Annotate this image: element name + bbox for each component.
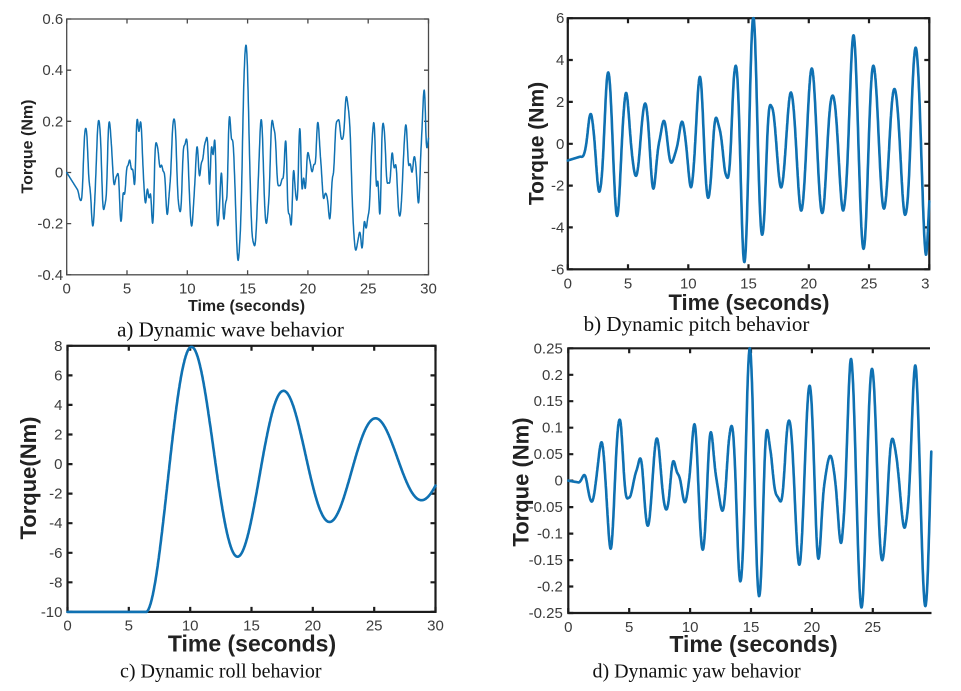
svg-text:20: 20 bbox=[300, 281, 317, 298]
svg-text:5: 5 bbox=[123, 281, 131, 298]
svg-text:a) Dynamic wave behavior: a) Dynamic wave behavior bbox=[117, 318, 344, 342]
svg-text:15: 15 bbox=[743, 619, 760, 636]
svg-text:Time (seconds): Time (seconds) bbox=[669, 290, 830, 315]
svg-text:d) Dynamic yaw behavior: d) Dynamic yaw behavior bbox=[592, 661, 801, 683]
svg-text:-0.05: -0.05 bbox=[529, 499, 563, 516]
svg-text:0: 0 bbox=[63, 618, 71, 635]
svg-text:5: 5 bbox=[125, 618, 133, 635]
svg-text:-2: -2 bbox=[551, 178, 564, 195]
svg-text:5: 5 bbox=[624, 276, 632, 293]
svg-text:0: 0 bbox=[556, 136, 564, 153]
svg-text:-2: -2 bbox=[49, 486, 62, 503]
svg-text:-6: -6 bbox=[49, 545, 62, 562]
svg-text:-10: -10 bbox=[41, 604, 63, 621]
svg-text:0.4: 0.4 bbox=[42, 62, 63, 79]
svg-text:0: 0 bbox=[564, 276, 572, 293]
svg-text:-4: -4 bbox=[49, 515, 62, 532]
svg-text:c) Dynamic roll behavior: c) Dynamic roll behavior bbox=[120, 660, 322, 682]
svg-text:2: 2 bbox=[556, 94, 564, 111]
svg-text:10: 10 bbox=[682, 619, 699, 636]
svg-text:-0.2: -0.2 bbox=[37, 216, 63, 233]
svg-text:Torque(Nm): Torque(Nm) bbox=[16, 416, 41, 539]
svg-text:4: 4 bbox=[54, 397, 62, 414]
svg-text:10: 10 bbox=[182, 618, 199, 635]
svg-text:-0.25: -0.25 bbox=[529, 605, 563, 622]
svg-text:10: 10 bbox=[680, 276, 697, 293]
svg-text:-0.4: -0.4 bbox=[37, 267, 63, 284]
svg-text:0.25: 0.25 bbox=[534, 340, 563, 357]
svg-text:Time (seconds): Time (seconds) bbox=[188, 298, 305, 315]
svg-text:-0.1: -0.1 bbox=[537, 526, 563, 543]
svg-text:0.15: 0.15 bbox=[534, 393, 563, 410]
svg-text:6: 6 bbox=[54, 367, 62, 384]
svg-text:25: 25 bbox=[366, 618, 383, 635]
svg-text:25: 25 bbox=[360, 281, 377, 298]
svg-text:Torque (Nm): Torque (Nm) bbox=[526, 82, 549, 205]
svg-text:4: 4 bbox=[556, 52, 564, 69]
svg-text:0: 0 bbox=[554, 473, 562, 490]
svg-text:-8: -8 bbox=[49, 574, 62, 591]
svg-text:6: 6 bbox=[556, 10, 564, 27]
svg-text:20: 20 bbox=[804, 619, 821, 636]
svg-text:30: 30 bbox=[420, 281, 437, 298]
svg-text:25: 25 bbox=[861, 276, 878, 293]
svg-text:30: 30 bbox=[427, 618, 444, 635]
svg-text:8: 8 bbox=[54, 338, 62, 355]
svg-text:0.2: 0.2 bbox=[542, 367, 563, 384]
svg-text:Torque (Nm): Torque (Nm) bbox=[20, 100, 37, 194]
svg-text:0.2: 0.2 bbox=[42, 113, 63, 130]
svg-text:20: 20 bbox=[304, 618, 321, 635]
svg-text:25: 25 bbox=[864, 619, 881, 636]
svg-text:15: 15 bbox=[243, 618, 260, 635]
svg-text:0.1: 0.1 bbox=[542, 420, 563, 437]
svg-text:15: 15 bbox=[239, 281, 256, 298]
svg-text:-6: -6 bbox=[551, 261, 564, 278]
svg-text:0: 0 bbox=[63, 281, 71, 298]
svg-text:0.6: 0.6 bbox=[42, 11, 63, 28]
svg-text:Time (seconds): Time (seconds) bbox=[669, 631, 837, 657]
svg-text:2: 2 bbox=[54, 427, 62, 444]
svg-text:0: 0 bbox=[55, 165, 63, 182]
svg-text:20: 20 bbox=[800, 276, 817, 293]
svg-text:Time (seconds): Time (seconds) bbox=[168, 631, 336, 657]
svg-text:0: 0 bbox=[54, 456, 62, 473]
svg-text:-4: -4 bbox=[551, 219, 564, 236]
svg-text:0.05: 0.05 bbox=[534, 446, 563, 463]
svg-text:Torque (Nm): Torque (Nm) bbox=[509, 417, 534, 546]
svg-text:b) Dynamic pitch behavior: b) Dynamic pitch behavior bbox=[584, 312, 810, 336]
svg-text:-0.15: -0.15 bbox=[529, 552, 563, 569]
svg-text:15: 15 bbox=[740, 276, 757, 293]
svg-text:3: 3 bbox=[921, 276, 929, 293]
svg-text:0: 0 bbox=[564, 619, 572, 636]
svg-text:-0.2: -0.2 bbox=[537, 579, 563, 596]
svg-text:5: 5 bbox=[625, 619, 633, 636]
svg-text:10: 10 bbox=[179, 281, 196, 298]
